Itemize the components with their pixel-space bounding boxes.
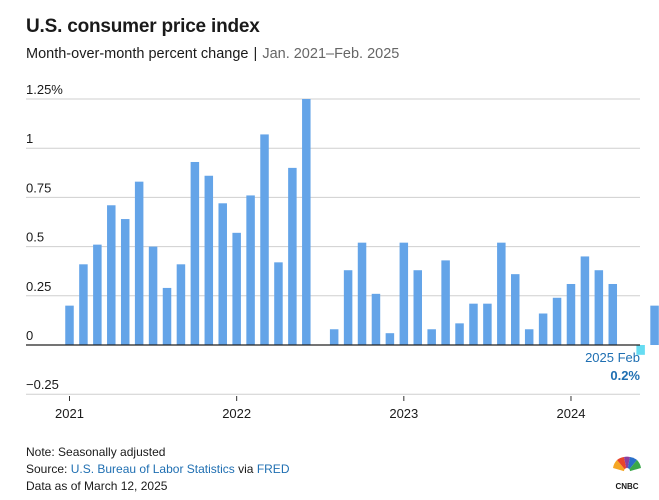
bar-2021-07 <box>148 246 158 345</box>
bars <box>65 99 659 355</box>
bar-2021-02 <box>79 264 88 345</box>
bar-2022-05 <box>288 167 297 345</box>
bar-2021-03 <box>93 244 102 345</box>
y-tick-label: −0.25 <box>26 377 59 392</box>
bar-2024-01 <box>566 283 576 345</box>
bar-2022-08 <box>329 329 339 345</box>
subtitle-range: Jan. 2021–Feb. 2025 <box>262 46 400 62</box>
cpi-bar-chart: 1.25% 1 0.75 0.5 0.25 0 −0.25 2021 2022 2023 2024… <box>26 82 659 421</box>
y-tick-label: 0 <box>26 328 33 343</box>
chart-title: U.S. consumer price index <box>26 16 260 37</box>
bar-2022-04 <box>274 262 283 345</box>
bar-2023-06 <box>469 303 478 345</box>
source-bls-link[interactable]: U.S. Bureau of Labor Statistics <box>70 462 235 476</box>
bar-2023-01 <box>399 242 409 345</box>
bar-2022-03 <box>260 134 269 345</box>
bar-2021-05 <box>120 219 130 345</box>
bar-2023-03 <box>427 329 436 345</box>
bar-2022-06 <box>302 99 311 345</box>
source-via: via <box>234 462 257 476</box>
bar-2021-10 <box>190 161 200 345</box>
bar-2024-02 <box>580 256 590 345</box>
y-tick-label: 0.5 <box>26 230 44 245</box>
cnbc-peacock-logo: CNBC <box>613 456 641 491</box>
bar-2022-09 <box>343 270 353 345</box>
callout-value: 0.2% <box>610 368 640 383</box>
y-tick-label: 0.75 <box>26 180 51 195</box>
bar-2023-12 <box>552 297 562 345</box>
bar-2021-01 <box>65 305 74 345</box>
bar-2021-06 <box>134 181 144 345</box>
bar-2023-10 <box>524 329 534 345</box>
source-prefix: Source: <box>26 462 71 476</box>
y-tick-label: 1.25% <box>26 82 63 97</box>
footer-data-date: Data as of March 12, 2025 <box>26 479 168 493</box>
subtitle-separator: | <box>253 46 258 62</box>
bar-2021-08 <box>162 287 172 345</box>
bar-2023-05 <box>455 323 464 345</box>
bar-2024-07 <box>650 305 659 345</box>
chart-subtitle: Month-over-month percent change | Jan. 2… <box>26 46 399 62</box>
bar-2024-04 <box>608 283 618 345</box>
bar-2022-11 <box>371 293 381 345</box>
footer: Note: Seasonally adjusted Source: U.S. B… <box>26 444 289 495</box>
x-tick-label: 2021 <box>55 406 84 421</box>
x-tick-label: 2024 <box>557 406 586 421</box>
callout-label: 2025 Feb <box>585 350 640 365</box>
bar-2021-09 <box>176 264 186 345</box>
bar-2023-09 <box>511 274 520 345</box>
source-fred-link[interactable]: FRED <box>256 462 290 476</box>
bar-2021-12 <box>218 203 227 345</box>
bar-2024-03 <box>594 270 604 345</box>
bar-2023-11 <box>538 313 548 345</box>
y-tick-label: 1 <box>26 131 33 146</box>
bar-2023-08 <box>497 242 506 345</box>
bar-2021-11 <box>204 175 214 345</box>
subtitle-main: Month-over-month percent change <box>26 46 249 62</box>
cnbc-logo-text: CNBC <box>615 482 638 491</box>
footer-source: Source: U.S. Bureau of Labor Statistics … <box>26 461 289 478</box>
bar-2023-02 <box>413 270 422 345</box>
footer-note: Note: Seasonally adjusted <box>26 445 166 459</box>
bar-2024-06 <box>636 345 645 355</box>
bar-2022-02 <box>246 195 255 345</box>
bar-2021-04 <box>107 205 116 345</box>
y-tick-label: 0.25 <box>26 279 51 294</box>
bar-2022-01 <box>232 232 241 345</box>
bar-2023-04 <box>441 260 450 345</box>
x-tick-label: 2023 <box>389 406 418 421</box>
bar-2022-10 <box>357 242 367 345</box>
grid-lines <box>26 98 640 395</box>
bar-2022-12 <box>385 333 395 345</box>
bar-2023-07 <box>483 303 492 345</box>
x-tick-label: 2022 <box>222 406 251 421</box>
y-axis-ticks: 1.25% 1 0.75 0.5 0.25 0 −0.25 <box>26 82 63 392</box>
